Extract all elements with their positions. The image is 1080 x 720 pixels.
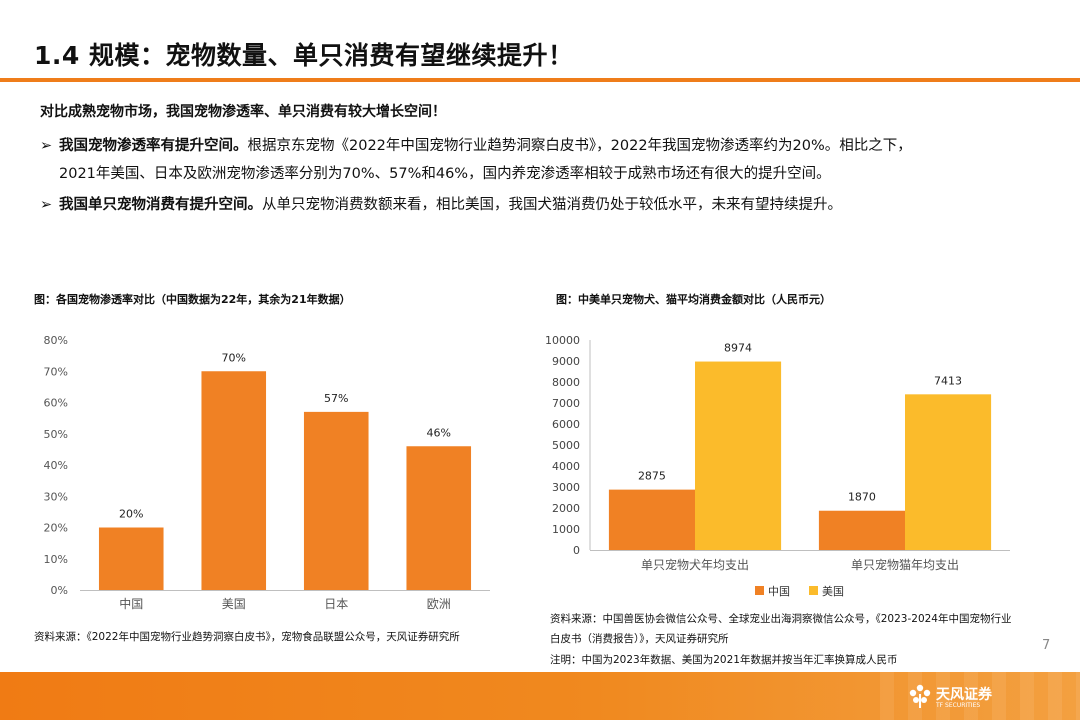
- chart1-value-label: 46%: [427, 426, 451, 439]
- chart2-legend-label: 中国: [768, 585, 790, 598]
- bullet-1-heading: 我国宠物渗透率有提升空间。: [59, 138, 248, 154]
- chart1-ytick-label: 80%: [44, 334, 68, 347]
- chart1-ytick-label: 10%: [44, 553, 68, 566]
- logo-subtitle: TF SECURITIES: [936, 702, 981, 709]
- bullet-2-text: 从单只宠物消费数额来看，相比美国，我国犬猫消费仍处于较低水平，未来有望持续提升。: [262, 197, 842, 213]
- bullet-1-continuation: 2021年美国、日本及欧洲宠物渗透率分别为70%、57%和46%，国内养宠渗透率…: [59, 166, 831, 182]
- chart2-source-line-2: 白皮书（消费报告）》，天风证券研究所: [550, 633, 729, 645]
- bullet-1-text: 根据京东宠物《2022年中国宠物行业趋势洞察白皮书》，2022年我国宠物渗透率约…: [247, 138, 912, 154]
- chart2-value-label: 7413: [934, 374, 962, 387]
- chart1-value-label: 57%: [324, 392, 348, 405]
- chart1-bar: [303, 411, 369, 590]
- bullet-2: ➢ 我国单只宠物消费有提升空间。从单只宠物消费数额来看，相比美国，我国犬猫消费仍处…: [40, 191, 842, 219]
- chart1-category-label: 欧洲: [427, 597, 451, 611]
- chart2-ytick-label: 4000: [552, 460, 580, 473]
- chart2-legend-swatch: [755, 586, 764, 595]
- title-rule: [0, 78, 1080, 82]
- chart2-note: 注明：中国为2023年数据、美国为2021年数据并按当年汇率换算成人民币: [550, 654, 898, 666]
- chart1-ytick-label: 60%: [44, 397, 68, 410]
- chart2-ytick-label: 9000: [552, 355, 580, 368]
- chart2-category-label: 单只宠物猫年均支出: [851, 557, 959, 572]
- chart1-ytick-label: 40%: [44, 459, 68, 472]
- chart2-ytick-label: 5000: [552, 439, 580, 452]
- chart2-value-label: 8974: [724, 342, 752, 355]
- chart1-bar: [98, 527, 164, 590]
- chart2-bar-china: [818, 510, 905, 550]
- chart1-category-label: 中国: [119, 596, 143, 611]
- chart1-penetration: 0% 10% 20% 30% 40% 50% 60% 70% 80% 20% 中国 70% 美国 57% 日…: [44, 334, 490, 611]
- chart1-bar: [201, 371, 267, 590]
- bullet-2-heading: 我国单只宠物消费有提升空间。: [59, 197, 262, 213]
- chart2-bar-china: [608, 489, 695, 550]
- chart2-bar-usa: [905, 394, 992, 550]
- chart2-value-label: 1870: [848, 491, 876, 504]
- logo-name: 天风证券: [936, 687, 992, 703]
- chart1-ytick-label: 30%: [44, 490, 68, 503]
- chart1-category-label: 日本: [324, 597, 348, 611]
- chart2-ytick-label: 2000: [552, 502, 580, 515]
- chart1-ytick-label: 20%: [44, 522, 68, 535]
- slide-title: 1.4 规模：宠物数量、单只消费有望继续提升！: [34, 41, 574, 70]
- chart1-ytick-label: 70%: [44, 365, 68, 378]
- chart2-ytick-label: 3000: [552, 481, 580, 494]
- bullet-1: ➢ 我国宠物渗透率有提升空间。根据京东宠物《2022年中国宠物行业趋势洞察白皮书》…: [40, 132, 912, 160]
- chart1-title: 图：各国宠物渗透率对比（中国数据为22年，其余为21年数据）: [34, 293, 351, 306]
- company-logo: 天风证券 TF SECURITIES: [908, 683, 1038, 711]
- chart1-ytick-label: 0%: [51, 584, 68, 597]
- chart2-bar-usa: [695, 361, 782, 550]
- chart2-spending: 0 1000 2000 3000 4000 5000 6000 7000 8000 9000 100…: [545, 334, 1010, 598]
- chart1-bar: [406, 446, 472, 590]
- chart1-source: 资料来源：《2022年中国宠物行业趋势洞察白皮书》，宠物食品联盟公众号，天风证券…: [34, 631, 460, 643]
- chart2-legend-label: 美国: [822, 585, 844, 598]
- chart2-ytick-label: 7000: [552, 397, 580, 410]
- flower-logo-icon: [909, 684, 931, 708]
- chart1-value-label: 70%: [222, 351, 246, 364]
- footer-bar: [0, 672, 1080, 720]
- bullet-arrow-icon: ➢: [40, 138, 53, 154]
- chart2-ytick-label: 1000: [552, 523, 580, 536]
- page-number: 7: [1042, 638, 1051, 653]
- chart2-ytick-label: 0: [573, 544, 580, 557]
- chart2-ytick-label: 10000: [545, 334, 580, 347]
- bullet-arrow-icon: ➢: [40, 197, 53, 213]
- chart1-value-label: 20%: [119, 508, 143, 521]
- chart1-category-label: 美国: [222, 597, 246, 611]
- chart2-legend-swatch: [809, 586, 818, 595]
- chart2-source-line-1: 资料来源：中国兽医协会微信公众号、全球宠业出海洞察微信公众号，《2023-202…: [550, 613, 1012, 625]
- chart2-value-label: 2875: [638, 470, 666, 483]
- chart2-ytick-label: 6000: [552, 418, 580, 431]
- intro-text: 对比成熟宠物市场，我国宠物渗透率、单只消费有较大增长空间！: [40, 104, 446, 120]
- chart2-title: 图：中美单只宠物犬、猫平均消费金额对比（人民币元）: [556, 293, 831, 306]
- chart1-ytick-label: 50%: [44, 428, 68, 441]
- chart2-category-label: 单只宠物犬年均支出: [641, 557, 749, 572]
- chart2-ytick-label: 8000: [552, 376, 580, 389]
